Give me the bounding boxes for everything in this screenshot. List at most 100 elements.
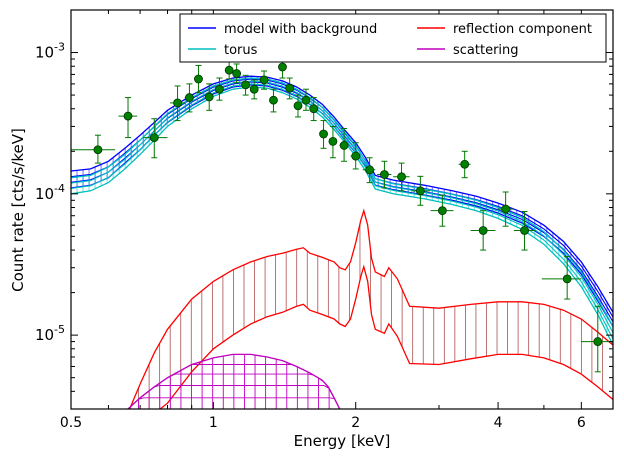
- data-marker: [351, 151, 361, 161]
- data-marker: [301, 95, 311, 105]
- data-point: [430, 194, 454, 227]
- series-line-inner: [71, 81, 613, 323]
- data-point: [193, 64, 203, 94]
- x-tick-label: 0.5: [60, 415, 82, 431]
- series-line-upper: [127, 353, 341, 409]
- data-point: [362, 157, 376, 184]
- series-line-lower: [71, 84, 613, 327]
- data-point: [301, 88, 311, 111]
- x-tick-label: 1: [209, 415, 218, 431]
- series-line-upper: [71, 75, 613, 313]
- data-point: [278, 55, 287, 79]
- data-point: [224, 60, 234, 80]
- legend-label: scattering: [453, 43, 519, 58]
- axis-ticks: 0.5 1 2 4 6 10-5 10-4 10-3: [35, 10, 614, 431]
- data-point: [215, 77, 224, 101]
- data-marker: [204, 92, 214, 102]
- data-point: [184, 83, 194, 113]
- data-marker: [278, 62, 287, 72]
- data-point: [350, 142, 361, 170]
- data-marker: [365, 165, 375, 175]
- data-marker: [215, 84, 224, 94]
- data-point: [541, 256, 582, 300]
- data-marker: [319, 129, 328, 139]
- data-marker: [478, 226, 488, 235]
- data-marker: [249, 84, 259, 94]
- legend-label: reflection component: [453, 22, 592, 37]
- data-marker: [501, 204, 511, 214]
- y-tick-label: 10-3: [35, 41, 65, 62]
- data-marker: [397, 172, 406, 182]
- data-marker: [380, 170, 389, 179]
- data-marker: [562, 274, 572, 284]
- y-tick-label: 10-4: [35, 182, 65, 203]
- data-marker: [328, 136, 338, 146]
- data-point: [411, 175, 430, 206]
- band-hatch: [127, 385, 341, 409]
- x-axis-label: Energy [keV]: [294, 432, 391, 450]
- plot-area: [71, 55, 613, 409]
- legend: model with background reflection componen…: [179, 13, 607, 63]
- data-point: [319, 120, 328, 149]
- y-axis-label: Count rate [cts/s/keV]: [9, 128, 27, 292]
- data-marker: [437, 206, 447, 216]
- data-marker: [173, 98, 182, 108]
- series-line-upper: [71, 77, 613, 327]
- series-line-lower: [159, 264, 613, 409]
- data-point: [118, 97, 138, 139]
- data-point: [241, 74, 251, 96]
- data-point: [393, 162, 410, 192]
- data-point: [285, 77, 295, 100]
- data-point: [249, 79, 259, 100]
- series-line-upper: [128, 208, 613, 409]
- data-point: [513, 210, 536, 251]
- legend-label: torus: [224, 43, 258, 58]
- data-marker: [185, 93, 194, 102]
- data-point: [232, 63, 242, 84]
- data-marker: [309, 104, 319, 114]
- data-point: [328, 125, 338, 159]
- data-marker: [224, 65, 234, 75]
- data-marker: [285, 83, 295, 93]
- data-point: [458, 150, 471, 179]
- data-marker: [194, 74, 203, 84]
- data-point: [339, 127, 349, 162]
- data-marker: [232, 69, 242, 78]
- series-line-inner: [71, 83, 613, 340]
- data-point: [581, 305, 613, 373]
- data-point: [259, 70, 269, 90]
- data-marker: [269, 95, 278, 105]
- data-point: [71, 134, 116, 164]
- x-tick-label: 2: [351, 415, 360, 431]
- data-marker: [293, 101, 303, 111]
- series-line-inner: [71, 78, 613, 318]
- data-marker: [241, 80, 251, 90]
- data-marker: [520, 226, 529, 235]
- data-marker: [259, 75, 269, 85]
- data-point: [293, 94, 303, 118]
- data-point: [470, 210, 496, 251]
- data-point: [204, 83, 214, 111]
- data-marker: [123, 111, 133, 121]
- data-marker: [415, 186, 425, 196]
- data-marker: [460, 159, 470, 169]
- y-tick-label: 10-5: [35, 323, 65, 344]
- series-line-inner: [71, 80, 613, 333]
- data-point: [143, 118, 168, 159]
- data-point: [269, 88, 278, 113]
- legend-label: model with background: [224, 22, 377, 37]
- data-point: [377, 160, 392, 189]
- data-marker: [339, 141, 349, 150]
- x-tick-label: 4: [494, 415, 503, 431]
- data-marker: [593, 337, 603, 346]
- data-marker: [149, 133, 159, 143]
- data-marker: [93, 145, 103, 155]
- x-tick-label: 6: [577, 415, 586, 431]
- data-point: [170, 85, 185, 122]
- legend-box: [179, 13, 607, 63]
- plot-frame: [70, 9, 614, 410]
- data-point: [309, 97, 319, 122]
- band-hatch: [127, 397, 341, 409]
- data-point: [497, 191, 513, 227]
